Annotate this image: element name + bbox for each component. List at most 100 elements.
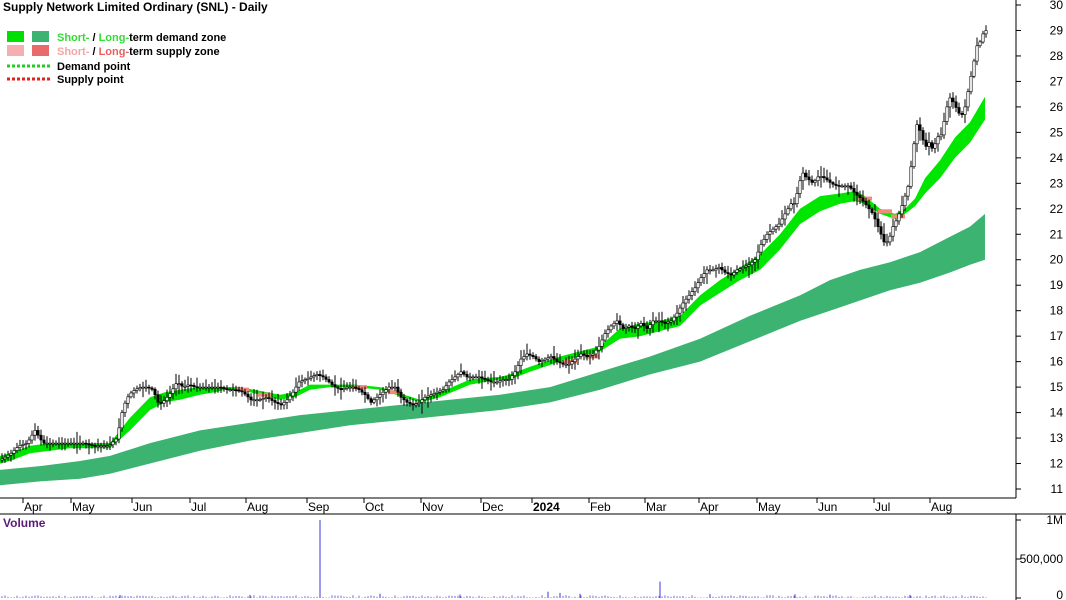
price-tick-label: 30 bbox=[1050, 0, 1064, 12]
price-bar-body bbox=[663, 321, 667, 324]
price-bar-body bbox=[156, 394, 160, 403]
long-term-demand-zone bbox=[0, 213, 985, 486]
price-bar-body bbox=[138, 387, 142, 390]
price-bar-body bbox=[264, 397, 268, 399]
price-bar-body bbox=[84, 442, 88, 445]
price-bar-body bbox=[975, 45, 979, 62]
price-tick-label: 12 bbox=[1050, 457, 1064, 471]
price-bar-body bbox=[960, 113, 964, 115]
price-bar-body bbox=[363, 391, 367, 396]
price-bar-body bbox=[243, 391, 247, 395]
price-bar-body bbox=[696, 282, 700, 289]
price-bar-body bbox=[180, 383, 184, 387]
price-bar-body bbox=[57, 442, 61, 445]
price-bar-body bbox=[102, 445, 106, 448]
volume-tick-label: 0 bbox=[1056, 588, 1063, 600]
price-bar-body bbox=[882, 234, 886, 243]
price-tick-label: 15 bbox=[1050, 380, 1064, 394]
price-bar-body bbox=[366, 394, 370, 399]
price-bar-body bbox=[327, 379, 331, 383]
price-bar-body bbox=[852, 188, 856, 193]
date-tick-label: Mar bbox=[646, 500, 667, 514]
price-bar-body bbox=[93, 445, 97, 447]
price-bar-body bbox=[417, 402, 421, 404]
price-bar-body bbox=[9, 452, 13, 456]
price-bar-body bbox=[612, 323, 616, 327]
price-bar-body bbox=[789, 203, 793, 210]
price-bar-body bbox=[483, 377, 487, 380]
price-bar-body bbox=[774, 226, 778, 230]
price-bar-body bbox=[672, 316, 676, 322]
price-bar-body bbox=[192, 385, 196, 387]
supply-segment bbox=[563, 359, 577, 364]
price-bar-body bbox=[426, 395, 430, 398]
price-bar-body bbox=[813, 180, 817, 183]
price-bar-body bbox=[495, 381, 499, 384]
legend-demand-point: Demand point bbox=[57, 61, 131, 73]
price-bar-body bbox=[837, 185, 841, 187]
price-bar-body bbox=[681, 302, 685, 309]
price-tick-label: 23 bbox=[1050, 176, 1064, 190]
date-tick-label: Oct bbox=[365, 500, 384, 514]
price-bar-body bbox=[336, 386, 340, 389]
price-bar-body bbox=[666, 321, 670, 324]
price-bar-body bbox=[765, 234, 769, 240]
price-bar-body bbox=[843, 185, 847, 188]
price-bar-body bbox=[0, 458, 4, 461]
price-tick-label: 14 bbox=[1050, 406, 1064, 420]
price-bar-body bbox=[606, 329, 610, 334]
price-bar-body bbox=[117, 427, 121, 440]
price-bar-body bbox=[768, 231, 772, 235]
price-tick-label: 28 bbox=[1050, 49, 1064, 63]
price-bar-body bbox=[378, 394, 382, 398]
price-tick-label: 11 bbox=[1051, 482, 1064, 496]
price-bar-body bbox=[738, 268, 742, 271]
legend-swatch-short-supply bbox=[7, 45, 24, 56]
price-bar-body bbox=[729, 273, 733, 276]
price-bar-body bbox=[99, 445, 103, 448]
price-bar-body bbox=[558, 361, 562, 364]
price-bar-body bbox=[840, 185, 844, 188]
price-bar-body bbox=[384, 389, 388, 393]
price-bar-body bbox=[747, 264, 751, 267]
price-bar-body bbox=[387, 386, 391, 390]
date-tick-label: May bbox=[72, 500, 95, 514]
price-bar-body bbox=[342, 388, 346, 390]
price-bar-body bbox=[375, 396, 379, 401]
price-bar-body bbox=[126, 396, 130, 404]
price-bar-body bbox=[462, 371, 466, 375]
price-bar-body bbox=[321, 375, 325, 378]
price-bar-body bbox=[420, 399, 424, 403]
price-bar-body bbox=[537, 358, 541, 362]
price-bar-body bbox=[486, 379, 490, 382]
price-bar-body bbox=[414, 403, 418, 406]
price-bar-body bbox=[63, 442, 67, 445]
date-tick-label: Jun bbox=[818, 500, 837, 514]
price-bar-body bbox=[456, 374, 460, 378]
price-bar-body bbox=[411, 403, 415, 406]
price-bar-body bbox=[51, 442, 55, 445]
price-bar-body bbox=[306, 377, 310, 380]
price-bar-body bbox=[693, 287, 697, 292]
price-bar-body bbox=[891, 226, 895, 237]
price-bar-body bbox=[753, 259, 757, 263]
price-bar-body bbox=[957, 107, 961, 114]
price-bar-body bbox=[285, 399, 289, 403]
price-bar-body bbox=[201, 386, 205, 389]
price-bar-body bbox=[657, 320, 661, 323]
price-bar-body bbox=[675, 312, 679, 318]
price-bar-body bbox=[333, 384, 337, 388]
price-bar-body bbox=[930, 142, 934, 149]
price-bar-body bbox=[819, 176, 823, 178]
price-bar-body bbox=[984, 30, 988, 35]
price-bar-body bbox=[654, 320, 658, 323]
price-bar-body bbox=[804, 172, 808, 178]
price-bar-body bbox=[18, 445, 22, 448]
price-bar-body bbox=[453, 376, 457, 380]
price-bar-body bbox=[36, 430, 40, 436]
price-bar-body bbox=[912, 143, 916, 168]
price-bar-body bbox=[783, 213, 787, 220]
price-bar-body bbox=[78, 442, 82, 445]
price-bar-body bbox=[621, 324, 625, 329]
price-bar-body bbox=[648, 324, 652, 329]
